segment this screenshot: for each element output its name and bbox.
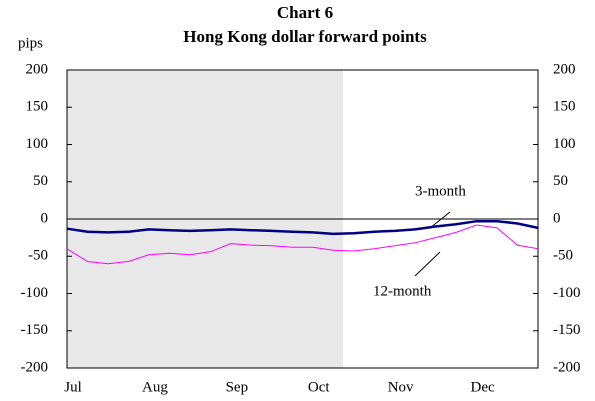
y2-tick-label: -50	[553, 248, 573, 264]
x-tick-label: Jul	[64, 379, 82, 395]
y-tick-label: -100	[21, 285, 49, 301]
x-tick-label: Sep	[226, 379, 249, 395]
x-tick-label: Nov	[388, 379, 414, 395]
series-line	[66, 224, 539, 265]
y-axis-label: pips	[18, 35, 43, 51]
chart-subtitle: Hong Kong dollar forward points	[183, 27, 427, 46]
y-tick-label: 100	[26, 136, 49, 152]
x-tick-label: Dec	[470, 379, 494, 395]
y2-tick-label: 100	[553, 136, 576, 152]
y2-tick-label: -150	[553, 322, 581, 338]
annotation: 3-month	[415, 183, 466, 199]
y-tick-label: 0	[41, 210, 49, 226]
y-tick-label: -200	[21, 359, 49, 375]
y-tick-label: -50	[28, 248, 48, 264]
y2-tick-label: 150	[553, 99, 576, 115]
y-tick-label: 50	[33, 173, 48, 189]
y2-tick-label: 200	[553, 61, 576, 77]
y2-tick-label: 0	[553, 210, 561, 226]
annotation: 12-month	[373, 283, 432, 299]
y2-tick-label: 50	[553, 173, 568, 189]
y2-tick-label: -100	[553, 285, 581, 301]
y-tick-label: 200	[26, 61, 49, 77]
annotation-arrow	[414, 251, 441, 277]
y-tick-label: -150	[21, 322, 49, 338]
x-tick-label: Aug	[142, 379, 168, 395]
x-tick-label: Oct	[308, 379, 330, 395]
series-line	[66, 219, 539, 236]
y-tick-label: 150	[26, 99, 49, 115]
chart-title: Chart 6	[277, 3, 333, 22]
annotation-arrow	[429, 211, 451, 229]
y2-tick-label: -200	[553, 359, 581, 375]
